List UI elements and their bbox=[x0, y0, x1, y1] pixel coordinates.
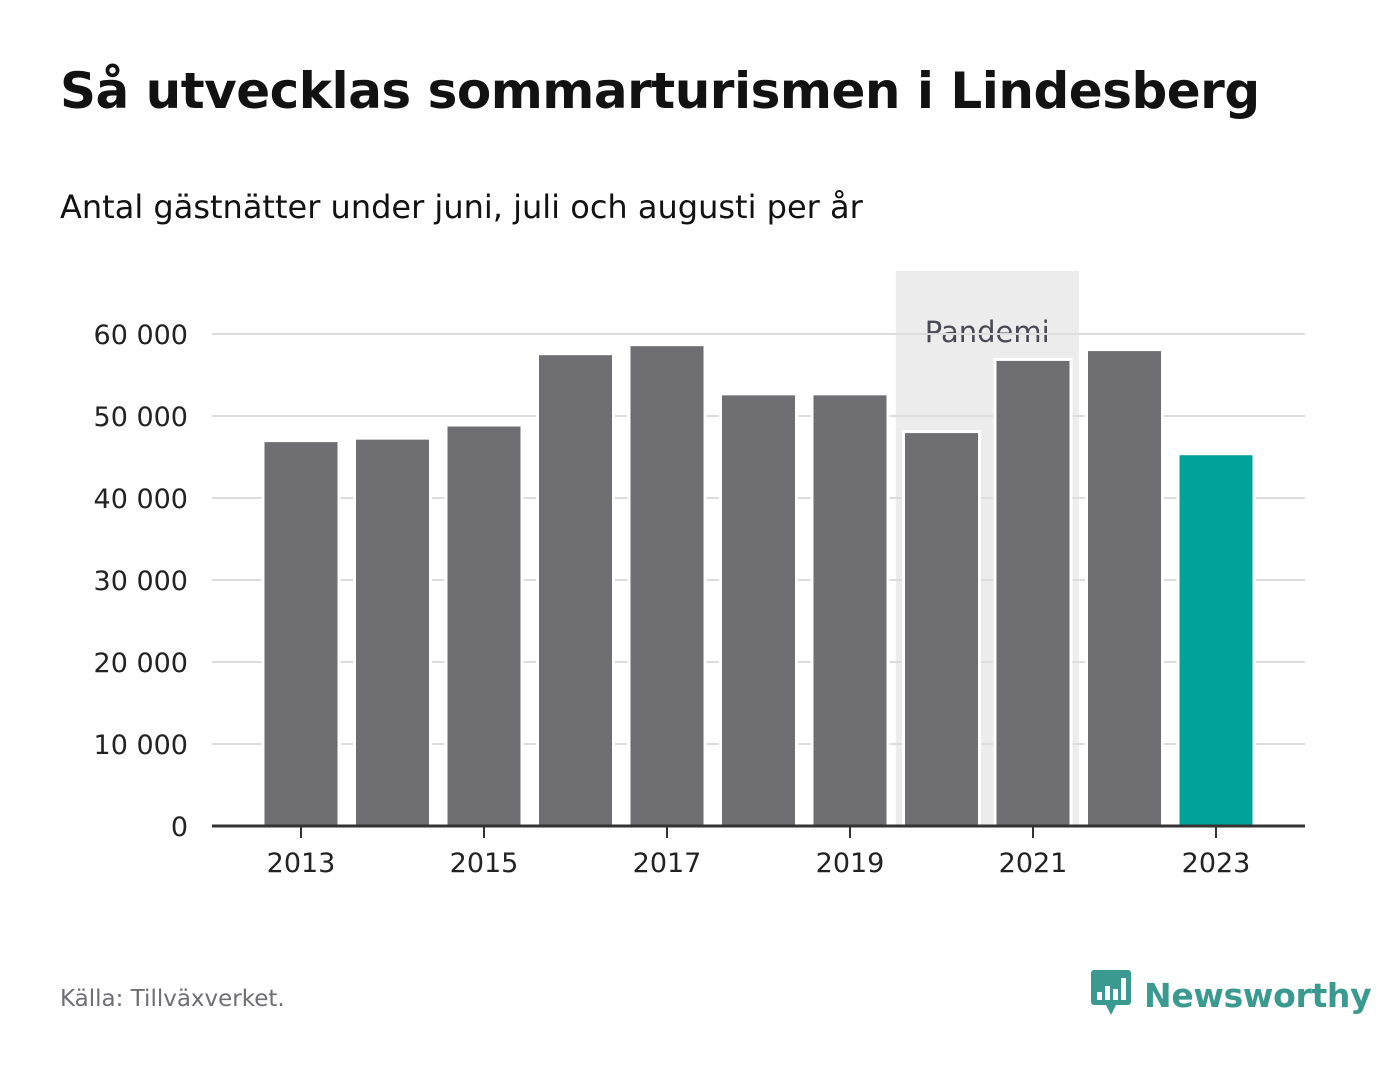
bar-2013[interactable] bbox=[261, 439, 341, 828]
bar-2022[interactable] bbox=[1085, 348, 1164, 828]
bars bbox=[261, 343, 1256, 828]
x-tick-label: 2013 bbox=[267, 848, 336, 879]
bar-2018[interactable] bbox=[719, 392, 798, 828]
y-tick-label: 50 000 bbox=[94, 402, 188, 433]
source-note: Källa: Tillväxverket. bbox=[60, 986, 285, 1012]
x-tick-label: 2023 bbox=[1182, 848, 1251, 879]
y-tick-label: 60 000 bbox=[94, 320, 188, 351]
x-tick-label: 2017 bbox=[633, 848, 702, 879]
bar-2014[interactable] bbox=[353, 436, 432, 828]
bar-2017[interactable] bbox=[627, 343, 707, 828]
chart-subtitle: Antal gästnätter under juni, juli och au… bbox=[60, 188, 863, 226]
y-tick-label: 30 000 bbox=[94, 566, 188, 597]
x-tick-label: 2021 bbox=[999, 848, 1068, 879]
x-tick-label: 2015 bbox=[450, 848, 519, 879]
bar-2019[interactable] bbox=[810, 392, 890, 828]
bar-chart: Pandemi 2013 2015 2017 2019 2021 2023 0 10 000… bbox=[94, 271, 1305, 879]
y-tick-label: 0 bbox=[171, 812, 188, 843]
newsworthy-logo-icon bbox=[1090, 968, 1132, 1022]
bar-2020[interactable] bbox=[902, 430, 981, 828]
y-tick-label: 40 000 bbox=[94, 484, 188, 515]
pandemic-label: Pandemi bbox=[925, 315, 1050, 349]
bar-2021[interactable] bbox=[993, 357, 1073, 828]
x-tick-label: 2019 bbox=[816, 848, 885, 879]
y-tick-label: 20 000 bbox=[94, 648, 188, 679]
y-tick-label: 10 000 bbox=[94, 730, 188, 761]
newsworthy-name: Newsworthy bbox=[1144, 975, 1372, 1015]
bar-2023[interactable] bbox=[1176, 452, 1256, 828]
bar-2016[interactable] bbox=[536, 352, 615, 828]
bar-2015[interactable] bbox=[444, 423, 524, 828]
y-axis: 0 10 000 20 000 30 000 40 000 50 000 60 000 bbox=[94, 320, 188, 843]
x-axis: 2013 2015 2017 2019 2021 2023 bbox=[212, 824, 1305, 879]
chart-title: Så utvecklas sommarturismen i Lindesberg bbox=[60, 62, 1260, 120]
newsworthy-brand[interactable]: Newsworthy bbox=[1090, 968, 1372, 1022]
